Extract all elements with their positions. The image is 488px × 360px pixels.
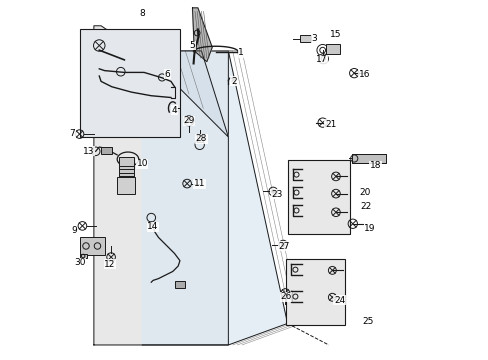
Text: 23: 23	[270, 190, 282, 199]
Polygon shape	[192, 8, 212, 62]
Text: 7: 7	[69, 129, 75, 138]
Bar	[117, 177, 135, 194]
Bar	[119, 157, 134, 178]
Text: 2: 2	[230, 77, 236, 86]
Text: 3: 3	[311, 34, 317, 43]
Bar	[80, 30, 180, 137]
Bar	[285, 259, 344, 325]
Text: 4: 4	[171, 105, 177, 114]
Bar	[325, 44, 339, 54]
Text: 12: 12	[104, 260, 116, 269]
Text: 13: 13	[82, 147, 94, 156]
Polygon shape	[142, 51, 287, 345]
Text: 29: 29	[183, 116, 194, 125]
Circle shape	[281, 243, 285, 246]
Text: 19: 19	[364, 224, 375, 233]
Bar	[351, 154, 386, 163]
Text: 27: 27	[278, 242, 289, 251]
Text: 21: 21	[324, 120, 336, 129]
Text: 10: 10	[136, 159, 148, 168]
Bar	[197, 135, 203, 142]
Text: 28: 28	[195, 134, 207, 143]
Text: 11: 11	[194, 179, 205, 188]
Bar	[80, 254, 86, 258]
Text: 6: 6	[164, 70, 170, 79]
Text: 24: 24	[333, 296, 345, 305]
Text: 25: 25	[362, 317, 373, 326]
Text: 20: 20	[358, 188, 369, 197]
Circle shape	[271, 190, 274, 193]
Text: 17: 17	[315, 55, 326, 64]
Text: 1: 1	[238, 48, 244, 57]
Bar	[80, 237, 104, 255]
Bar	[300, 36, 310, 42]
Bar	[287, 160, 349, 234]
Bar	[174, 281, 184, 288]
Text: 14: 14	[147, 222, 159, 231]
Text: 5: 5	[189, 41, 195, 50]
Text: 18: 18	[369, 161, 380, 170]
Text: 16: 16	[358, 70, 369, 79]
Text: 30: 30	[74, 258, 85, 267]
Text: 22: 22	[360, 202, 371, 211]
Polygon shape	[94, 26, 228, 345]
Text: 9: 9	[71, 226, 77, 235]
Bar	[101, 147, 112, 154]
Text: 8: 8	[139, 9, 145, 18]
Text: 15: 15	[329, 30, 341, 39]
Polygon shape	[142, 51, 228, 137]
Text: 26: 26	[280, 292, 291, 301]
